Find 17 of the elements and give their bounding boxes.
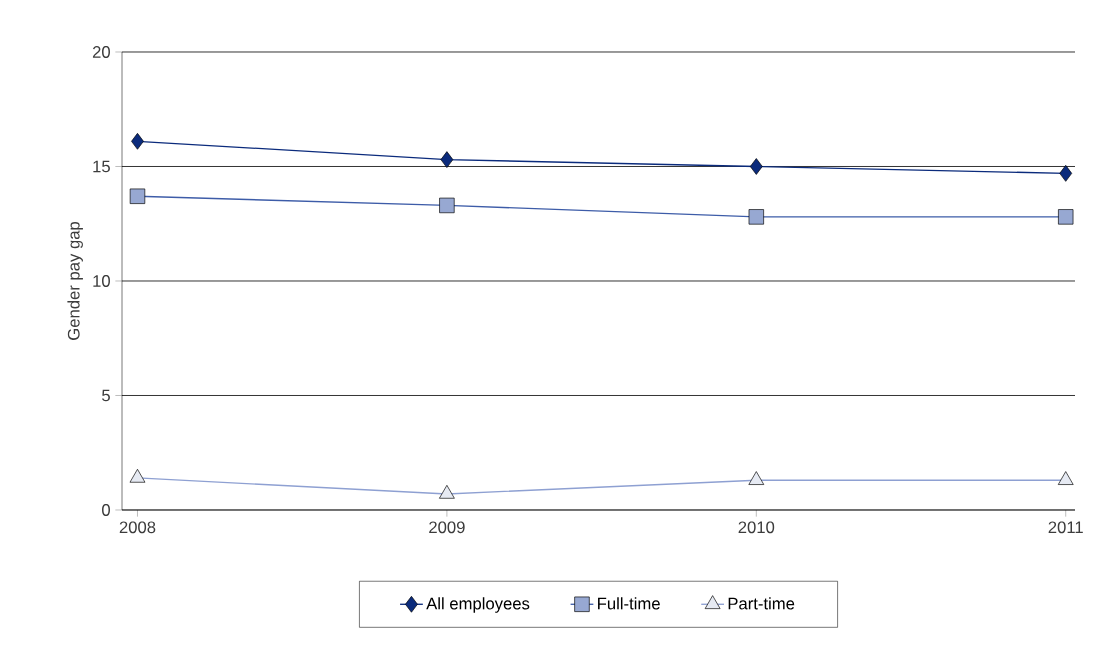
point — [440, 151, 454, 168]
x-tick-label: 2008 — [119, 521, 156, 534]
y-tick-label: 0 — [102, 504, 110, 516]
x-tick-label: 2010 — [738, 521, 775, 534]
x-tick-label: 2011 — [1048, 521, 1083, 534]
legend-label: Part-time — [728, 597, 795, 610]
y-tick-label: 15 — [93, 160, 110, 173]
y-tick-label: 20 — [92, 46, 110, 58]
y-tick-label: 5 — [102, 389, 110, 402]
legend-label: All employees — [426, 597, 530, 613]
y-tick-label: 10 — [93, 275, 110, 287]
x-tick-label: 2009 — [429, 521, 465, 534]
legend-label: Full-time — [598, 597, 660, 610]
point — [1059, 165, 1073, 182]
point — [131, 132, 144, 150]
y-axis-title: Gender pay gap — [67, 221, 83, 340]
point — [749, 158, 763, 175]
